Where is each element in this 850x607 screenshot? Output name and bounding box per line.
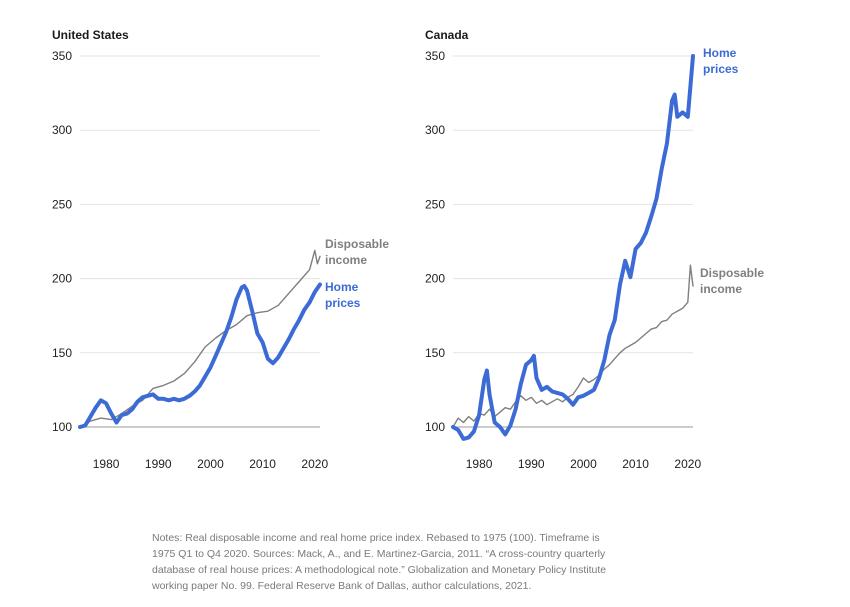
us-x-tick-label: 2020 — [301, 457, 328, 471]
us-home-label-line2: prices — [325, 296, 361, 310]
us-y-tick-label: 150 — [52, 346, 72, 360]
canada-x-tick-label: 1990 — [518, 457, 545, 471]
us-y-tick-label: 200 — [52, 272, 72, 286]
notes-line: working paper No. 99. Federal Reserve Ba… — [152, 580, 532, 592]
us-income-label-line1: Disposable — [325, 237, 389, 251]
us-y-tick-label: 350 — [52, 49, 72, 63]
chart-notes: Notes: Real disposable income and real h… — [152, 530, 672, 594]
us-y-axis: 100 150 200 250 300 350 — [52, 49, 72, 434]
canada-panel-title: Canada — [425, 28, 469, 42]
canada-income-label-line2: income — [700, 282, 742, 296]
canada-home-label-line2: prices — [703, 62, 739, 76]
us-x-axis: 1980 1990 2000 2010 2020 — [93, 457, 329, 471]
us-x-tick-label: 1990 — [145, 457, 172, 471]
canada-x-axis: 1980 1990 2000 2010 2020 — [466, 457, 702, 471]
canada-x-tick-label: 2020 — [674, 457, 701, 471]
us-x-tick-label: 2010 — [249, 457, 276, 471]
canada-y-tick-label: 200 — [425, 272, 445, 286]
us-home-prices-line — [78, 282, 322, 429]
us-y-tick-label: 100 — [52, 420, 72, 434]
canada-x-tick-label: 1980 — [466, 457, 493, 471]
us-home-label-line1: Home — [325, 280, 359, 294]
canada-x-tick-label: 2010 — [622, 457, 649, 471]
us-panel-title: United States — [52, 28, 129, 42]
canada-home-prices-line — [451, 54, 695, 441]
us-panel: United States 100 150 200 250 300 350 1980 199… — [52, 28, 389, 471]
canada-y-tick-label: 350 — [425, 49, 445, 63]
canada-y-tick-label: 150 — [425, 346, 445, 360]
canada-y-axis: 100 150 200 250 300 350 — [425, 49, 445, 434]
canada-gridlines — [453, 55, 693, 428]
us-y-tick-label: 300 — [52, 123, 72, 137]
notes-line: database of real house prices: A methodo… — [152, 564, 607, 576]
us-x-tick-label: 2000 — [197, 457, 224, 471]
us-y-tick-label: 250 — [52, 197, 72, 211]
canada-y-tick-label: 100 — [425, 420, 445, 434]
us-x-tick-label: 1980 — [93, 457, 120, 471]
us-income-line — [79, 249, 321, 428]
canada-panel: Canada 100 150 200 250 300 350 1980 1990 2000 20… — [425, 28, 764, 471]
canada-y-tick-label: 250 — [425, 197, 445, 211]
canada-x-tick-label: 2000 — [570, 457, 597, 471]
us-gridlines — [80, 55, 320, 428]
notes-line: Notes: Real disposable income and real h… — [152, 532, 600, 544]
us-series — [78, 249, 322, 429]
canada-income-label-line1: Disposable — [700, 266, 764, 280]
canada-y-tick-label: 300 — [425, 123, 445, 137]
notes-line: 1975 Q1 to Q4 2020. Sources: Mack, A., a… — [152, 548, 606, 560]
canada-home-label-line1: Home — [703, 46, 737, 60]
canada-series — [451, 54, 695, 441]
us-income-label-line2: income — [325, 253, 367, 267]
